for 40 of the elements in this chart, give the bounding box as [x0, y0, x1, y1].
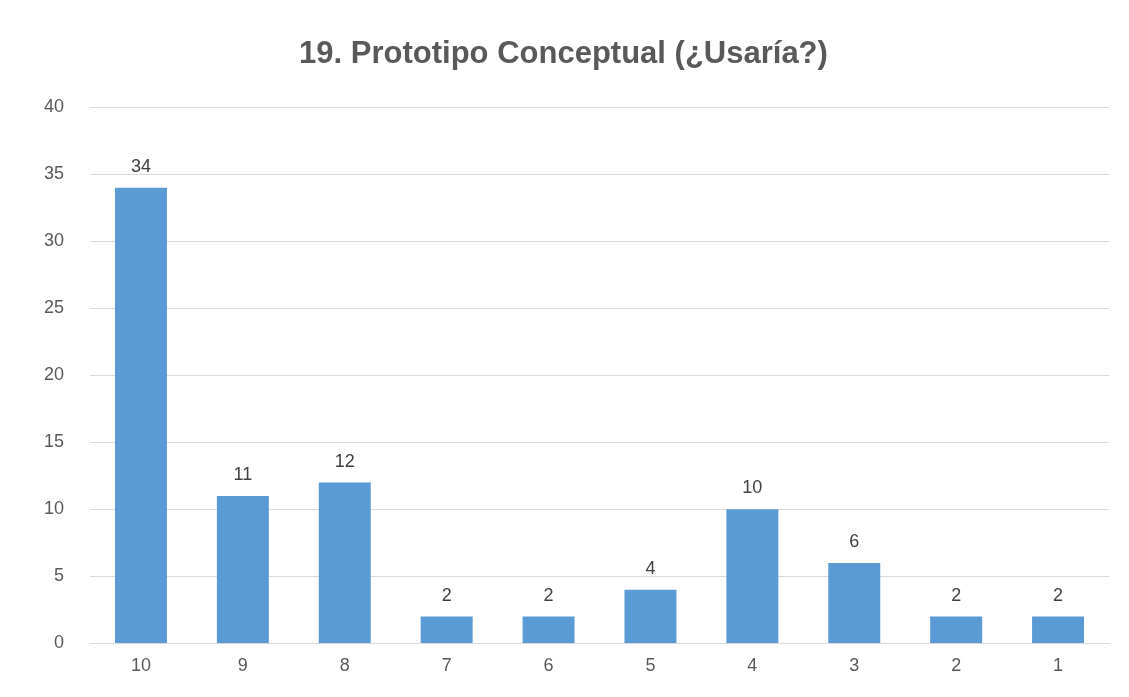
data-label: 34 [130, 155, 151, 176]
x-tick-label: 7 [441, 655, 452, 676]
y-tick-label: 40 [43, 96, 65, 117]
data-label: 2 [441, 584, 452, 605]
y-tick-label: 30 [43, 230, 65, 251]
y-tick-label: 0 [54, 632, 65, 653]
x-tick-label: 4 [747, 655, 758, 676]
x-tick-label: 9 [237, 655, 248, 676]
x-tick-label: 6 [543, 655, 554, 676]
x-tick-label: 1 [1053, 655, 1064, 676]
data-label: 2 [1053, 584, 1064, 605]
y-tick-label: 35 [43, 163, 65, 184]
data-label: 6 [849, 530, 860, 551]
y-tick-label: 15 [43, 431, 65, 452]
y-tick-label: 20 [43, 364, 65, 385]
data-label: 2 [543, 584, 554, 605]
data-label: 2 [951, 584, 962, 605]
bar [1032, 616, 1085, 643]
data-label: 11 [233, 463, 253, 484]
bar [522, 616, 575, 643]
bar [828, 562, 881, 643]
data-label: 10 [742, 477, 763, 498]
y-tick-label: 5 [54, 565, 65, 586]
chart-title: 19. Prototipo Conceptual (¿Usaría?) [299, 35, 828, 71]
bar [114, 187, 167, 643]
bar [318, 482, 371, 643]
x-tick-label: 3 [849, 655, 860, 676]
x-tick-label: 10 [130, 655, 151, 676]
x-tick-label: 8 [339, 655, 350, 676]
bar [624, 589, 677, 643]
bar [420, 616, 473, 643]
x-tick-label: 5 [645, 655, 656, 676]
data-label: 12 [334, 450, 355, 471]
x-tick-label: 2 [951, 655, 962, 676]
data-label: 4 [645, 557, 656, 578]
bar [930, 616, 983, 643]
bar [216, 495, 269, 643]
bar [726, 509, 779, 643]
y-tick-label: 10 [43, 498, 65, 519]
y-tick-label: 25 [43, 297, 65, 318]
